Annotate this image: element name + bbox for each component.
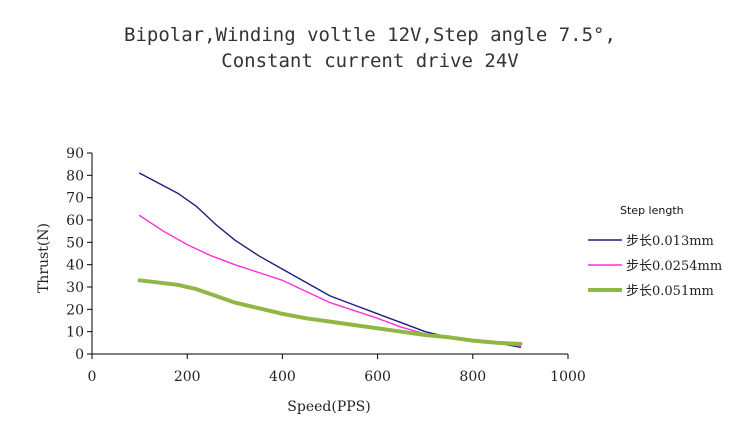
y-tick-label: 90 xyxy=(66,146,84,162)
y-tick-label: 20 xyxy=(66,302,84,318)
legend-label-1: 步长0.013mm xyxy=(626,234,714,249)
chart-title-line-1: Bipolar,Winding voltle 12V,Step angle 7.… xyxy=(124,24,616,46)
y-tick-label: 10 xyxy=(66,325,84,341)
x-tick-label: 800 xyxy=(459,369,486,385)
chart-title: Bipolar,Winding voltle 12V,Step angle 7.… xyxy=(0,22,740,74)
y-tick-label: 30 xyxy=(66,280,84,296)
series-line-2 xyxy=(138,214,522,347)
y-tick-label: 50 xyxy=(66,235,84,251)
y-tick-label: 60 xyxy=(66,213,84,229)
chart-title-line-2: Constant current drive 24V xyxy=(221,50,519,72)
y-tick-label: 0 xyxy=(75,347,84,363)
legend-title: Step length xyxy=(620,204,684,217)
legend-label-3: 步长0.051mm xyxy=(626,284,714,299)
y-tick-label: 80 xyxy=(66,168,84,184)
legend-label-2: 步长0.0254mm xyxy=(626,259,722,274)
x-tick-label: 200 xyxy=(174,369,201,385)
series-line-3 xyxy=(137,278,523,346)
y-axis-label: Thrust(N) xyxy=(36,223,52,293)
x-axis-label: Speed(PPS) xyxy=(287,399,370,415)
legend: Step length 步长0.013mm 步长0.0254mm 步长0.051mm xyxy=(588,204,722,299)
x-tick-label: 400 xyxy=(269,369,296,385)
y-tick-label: 70 xyxy=(66,191,84,207)
y-tick-label: 40 xyxy=(66,258,84,274)
x-tick-label: 1000 xyxy=(550,369,586,385)
x-tick-label: 0 xyxy=(88,369,97,385)
axes: 0 10 20 30 40 50 60 70 80 90 0 200 400 600 800 1000 xyxy=(66,146,586,385)
x-tick-label: 600 xyxy=(364,369,391,385)
series-layer xyxy=(137,172,523,348)
